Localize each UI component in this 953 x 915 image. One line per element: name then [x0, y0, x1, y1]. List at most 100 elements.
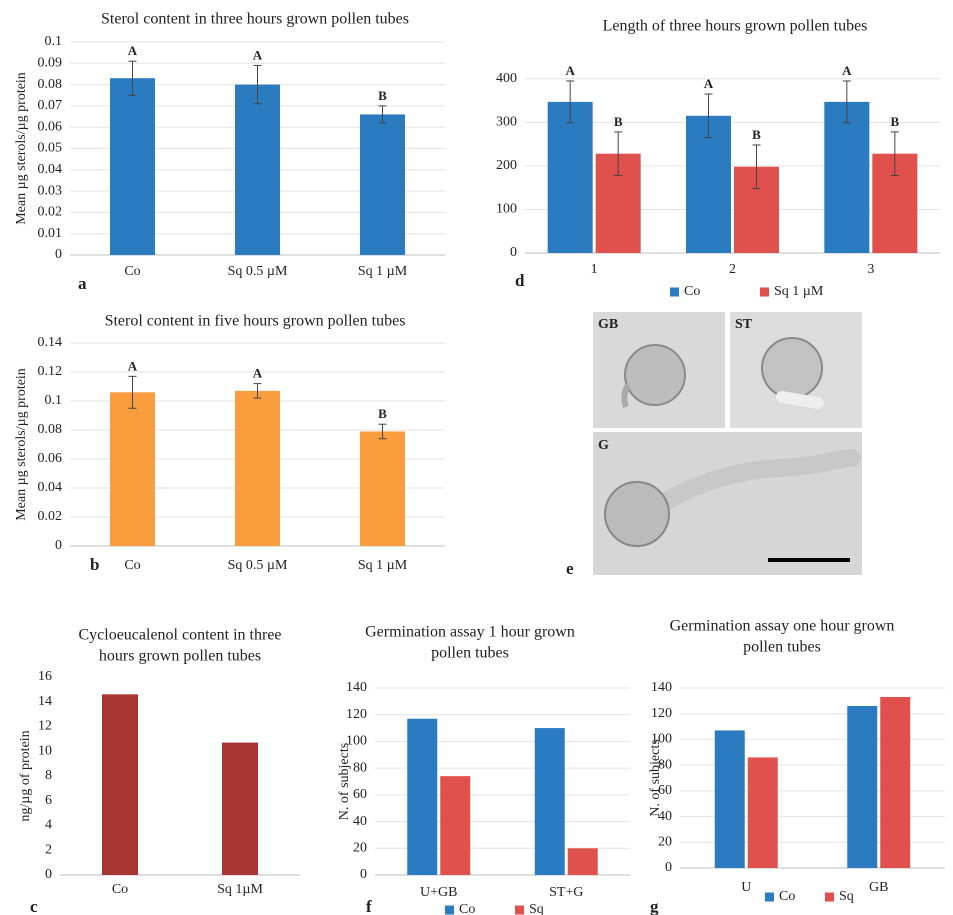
y-tick-label: 0.14	[38, 335, 63, 350]
bar	[548, 102, 593, 253]
pollen-grain	[762, 338, 822, 398]
significance-letter: B	[614, 114, 623, 129]
legend-swatch	[765, 893, 774, 902]
chart-title: Germination assay one hour grown	[670, 618, 895, 635]
bar	[235, 85, 280, 255]
bar	[748, 757, 778, 868]
bar	[102, 694, 138, 875]
x-tick-label: Sq 0.5 µM	[228, 264, 288, 279]
y-tick-label: 0.06	[38, 119, 63, 134]
y-tick-label: 120	[346, 707, 367, 722]
chart-title: Cycloeucalenol content in three	[78, 627, 281, 644]
bar	[407, 719, 437, 875]
legend-label: Co	[459, 902, 475, 915]
bar	[110, 392, 155, 546]
y-tick-label: 0.06	[38, 451, 63, 466]
x-tick-label: 1	[591, 262, 598, 277]
legend-swatch	[825, 893, 834, 902]
significance-letter: A	[253, 47, 263, 62]
pollen-grain	[605, 482, 669, 546]
y-tick-label: 20	[658, 835, 672, 850]
x-tick-label: Co	[124, 558, 140, 573]
x-tick-label: Sq 1 µM	[358, 264, 408, 279]
bar	[847, 706, 877, 868]
x-tick-label: ST+G	[549, 885, 583, 900]
panel-label: c	[30, 897, 38, 915]
significance-letter: A	[842, 63, 852, 78]
y-axis-label: Mean µg sterols/µg protein	[14, 72, 29, 225]
significance-letter: A	[128, 43, 138, 58]
significance-letter: B	[378, 88, 387, 103]
legend-label: Co	[684, 284, 700, 299]
micrograph-label: ST	[735, 317, 753, 332]
x-tick-label: U	[741, 880, 751, 895]
y-tick-label: 0.09	[38, 56, 63, 71]
y-tick-label: 0	[55, 247, 62, 262]
panel-label: f	[366, 897, 372, 915]
y-tick-label: 120	[651, 706, 672, 721]
micrograph-label: G	[598, 438, 609, 453]
y-axis-label: N. of subjects	[337, 743, 352, 820]
micrograph: GB ST G e	[566, 312, 862, 578]
y-tick-label: 2	[45, 842, 52, 857]
y-tick-label: 0	[665, 860, 672, 875]
y-tick-label: 140	[651, 680, 672, 695]
y-tick-label: 40	[353, 814, 367, 829]
y-tick-label: 300	[496, 115, 517, 130]
micrograph-label: GB	[598, 317, 618, 332]
significance-letter: A	[253, 366, 263, 381]
x-tick-label: 3	[867, 262, 874, 277]
y-axis-label: Mean µg sterols/µg protein	[14, 368, 29, 521]
chart-title: pollen tubes	[431, 645, 509, 662]
figure: GB ST G e Sterol content in three hours …	[0, 0, 953, 915]
significance-letter: B	[890, 114, 899, 129]
bar	[535, 728, 565, 875]
y-tick-label: 16	[38, 669, 52, 684]
y-tick-label: 60	[353, 787, 367, 802]
x-tick-label: Sq 0.5 µM	[228, 558, 288, 573]
y-tick-label: 100	[496, 202, 517, 217]
panel-label: g	[650, 897, 659, 915]
bar	[360, 431, 405, 546]
y-tick-label: 400	[496, 71, 517, 86]
bar	[235, 391, 280, 546]
y-tick-label: 200	[496, 158, 517, 173]
bar	[880, 697, 910, 868]
y-tick-label: 100	[346, 734, 367, 749]
bar	[110, 78, 155, 255]
legend-label: Sq	[529, 902, 544, 915]
y-axis-label: N. of subjects	[648, 739, 663, 816]
y-tick-label: 20	[353, 841, 367, 856]
y-tick-label: 0.03	[38, 183, 63, 198]
x-tick-label: 2	[729, 262, 736, 277]
bar	[440, 776, 470, 875]
y-tick-label: 140	[346, 680, 367, 695]
panel-label: e	[566, 559, 574, 578]
y-tick-label: 0.1	[45, 393, 63, 408]
y-axis-label: ng/µg of protein	[18, 730, 33, 821]
pollen-grain	[625, 345, 685, 405]
significance-letter: A	[704, 76, 714, 91]
legend-swatch	[445, 906, 454, 915]
y-tick-label: 0.01	[38, 226, 63, 241]
chart-title: Germination assay 1 hour grown	[365, 624, 575, 641]
x-tick-label: Sq 1 µM	[358, 558, 408, 573]
chart-title: hours grown pollen tubes	[99, 648, 261, 665]
y-tick-label: 0	[55, 538, 62, 553]
y-tick-label: 0	[360, 867, 367, 882]
chart-title: Sterol content in three hours grown poll…	[101, 11, 409, 28]
x-tick-label: Sq 1µM	[217, 882, 263, 897]
bar	[222, 743, 258, 875]
y-tick-label: 4	[45, 818, 52, 833]
y-tick-label: 0.05	[38, 141, 63, 156]
y-tick-label: 80	[353, 760, 367, 775]
legend-label: Sq	[839, 889, 854, 904]
chart-title: pollen tubes	[743, 639, 821, 656]
significance-letter: B	[752, 127, 761, 142]
y-tick-label: 60	[658, 783, 672, 798]
y-tick-label: 0.04	[38, 162, 63, 177]
y-tick-label: 80	[658, 757, 672, 772]
y-tick-label: 6	[45, 793, 52, 808]
bar	[715, 730, 745, 868]
legend-swatch	[670, 288, 679, 297]
